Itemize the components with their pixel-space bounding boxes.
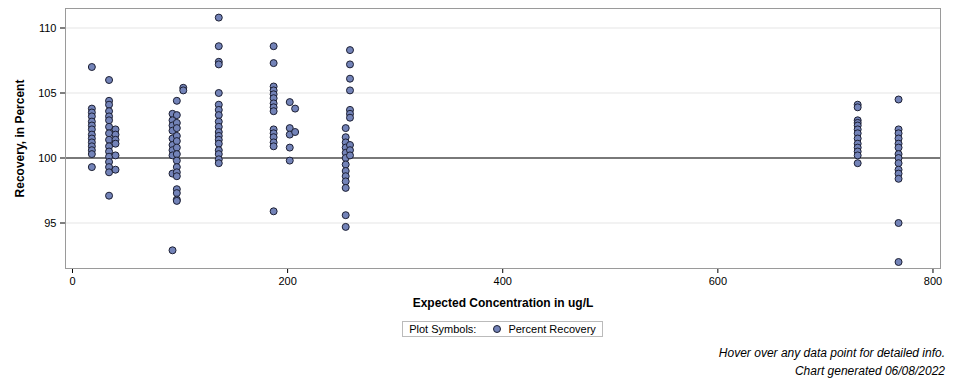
html-text:Chart generated 06/08/2022: Chart generated 06/08/2022 xyxy=(794,364,945,378)
svg-text:100: 100 xyxy=(38,152,56,164)
html-text:Plot Symbols:: Plot Symbols: xyxy=(409,323,477,335)
svg-text:95: 95 xyxy=(44,217,56,229)
svg-text:Recovery, in Percent: Recovery, in Percent xyxy=(13,80,27,198)
svg-text:0: 0 xyxy=(69,275,75,287)
svg-text:105: 105 xyxy=(38,87,56,99)
html-text:Hover over any data point for: Hover over any data point for detailed i… xyxy=(718,346,945,360)
svg-text:400: 400 xyxy=(494,275,512,287)
html-text:Percent Recovery: Percent Recovery xyxy=(508,323,596,335)
svg-text:200: 200 xyxy=(278,275,296,287)
svg-text:600: 600 xyxy=(709,275,727,287)
svg-text:110: 110 xyxy=(39,22,57,34)
svg-text:Expected Concentration in ug/L: Expected Concentration in ug/L xyxy=(413,296,594,310)
svg-text:800: 800 xyxy=(924,275,942,287)
